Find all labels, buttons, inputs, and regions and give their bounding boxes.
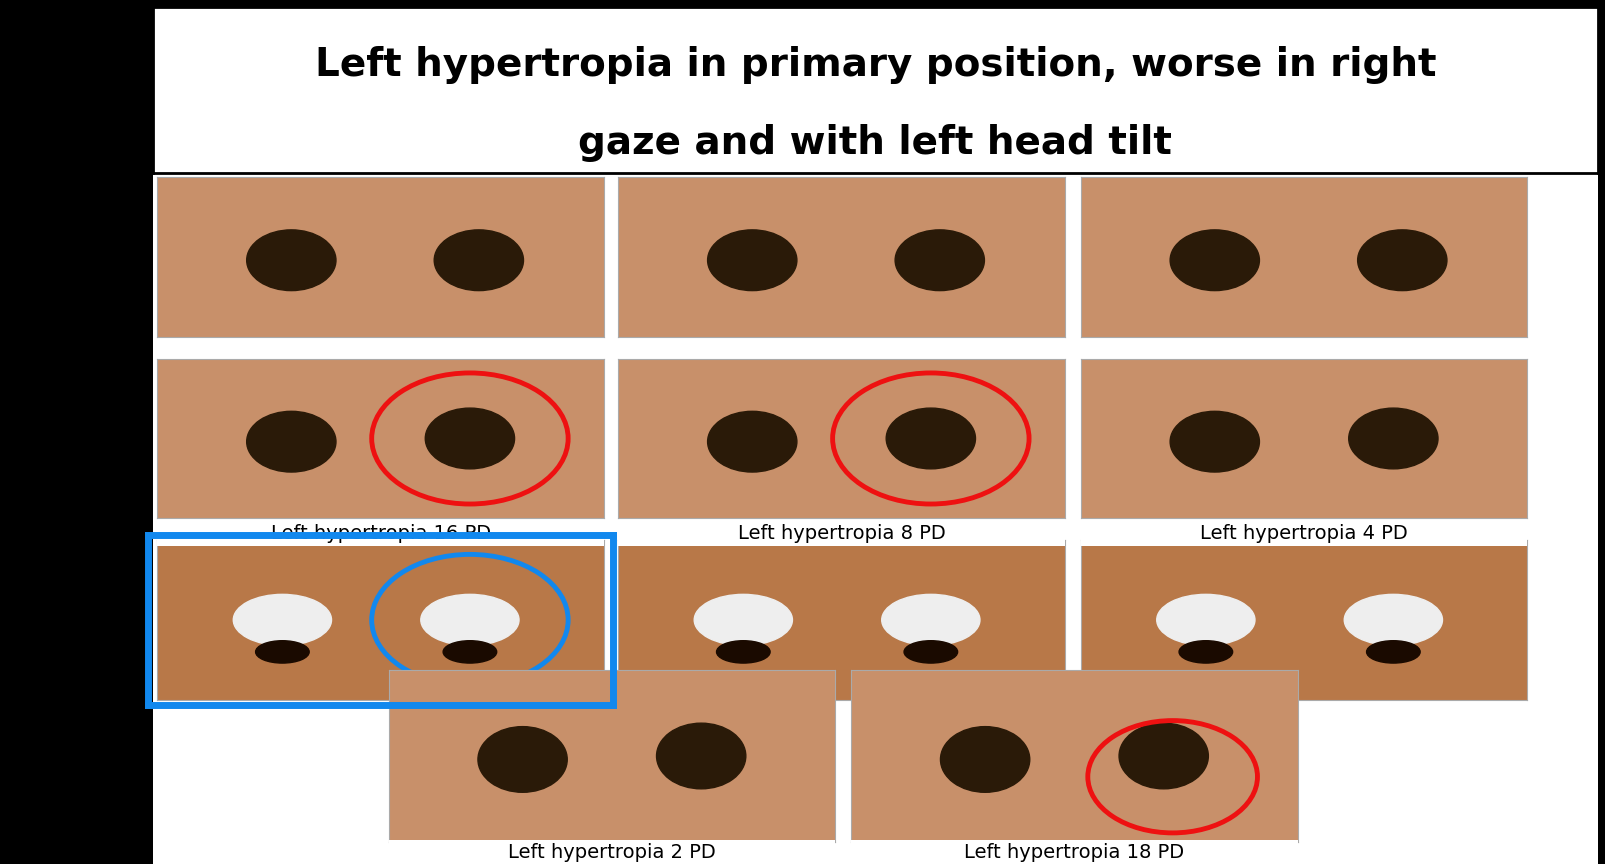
Ellipse shape [233, 594, 331, 645]
Text: gaze and with left head tilt: gaze and with left head tilt [578, 124, 1172, 162]
Text: Left hypertropia 2 PD: Left hypertropia 2 PD [507, 843, 716, 862]
Ellipse shape [1366, 641, 1419, 663]
Ellipse shape [425, 408, 514, 469]
Text: Left hypertropia 18 PD: Left hypertropia 18 PD [963, 843, 1184, 862]
Ellipse shape [881, 594, 979, 645]
Ellipse shape [255, 641, 310, 663]
Ellipse shape [443, 641, 496, 663]
Ellipse shape [904, 641, 957, 663]
Ellipse shape [1119, 723, 1207, 789]
Ellipse shape [1170, 230, 1258, 290]
Ellipse shape [247, 230, 335, 290]
Ellipse shape [708, 411, 796, 472]
Ellipse shape [421, 594, 518, 645]
Ellipse shape [941, 727, 1029, 792]
Ellipse shape [247, 411, 335, 472]
Ellipse shape [894, 230, 984, 290]
Ellipse shape [1356, 230, 1446, 290]
Ellipse shape [716, 641, 770, 663]
Text: Left hypertropia 16 PD: Left hypertropia 16 PD [270, 524, 491, 543]
Ellipse shape [1156, 594, 1254, 645]
Ellipse shape [708, 230, 796, 290]
Text: Left hypertropia 8 PD: Left hypertropia 8 PD [737, 524, 945, 543]
Ellipse shape [656, 723, 745, 789]
Text: Left hypertropia in primary position, worse in right: Left hypertropia in primary position, wo… [315, 46, 1435, 84]
Ellipse shape [1348, 408, 1436, 469]
Ellipse shape [886, 408, 974, 469]
Ellipse shape [1170, 411, 1258, 472]
Text: Left hypertropia 4 PD: Left hypertropia 4 PD [1199, 524, 1408, 543]
Ellipse shape [693, 594, 791, 645]
Ellipse shape [1178, 641, 1233, 663]
Ellipse shape [478, 727, 567, 792]
Ellipse shape [433, 230, 523, 290]
Ellipse shape [1343, 594, 1441, 645]
